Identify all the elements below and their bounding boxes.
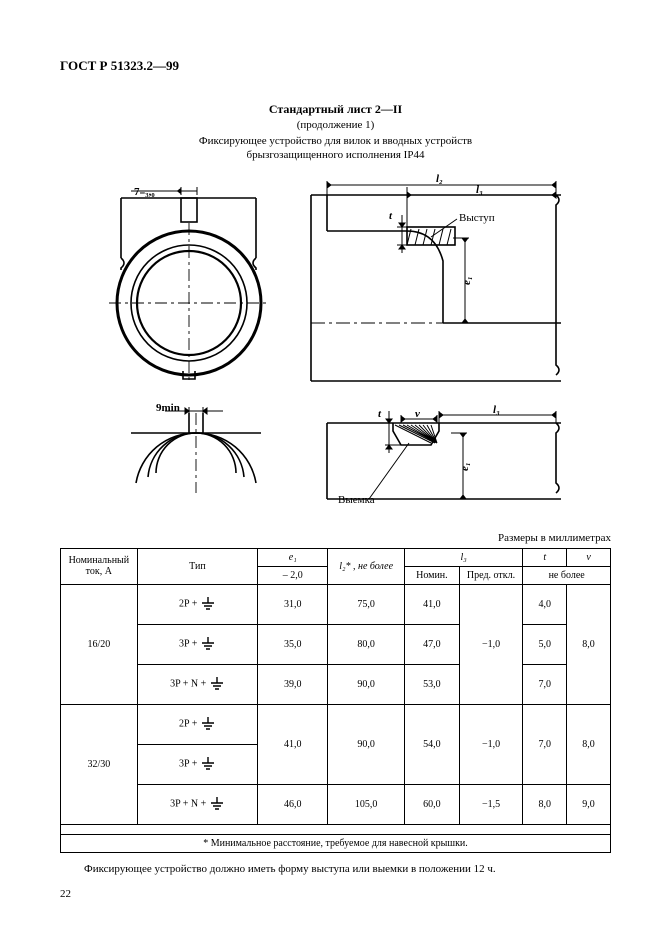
table-row: 3P + 35,0 80,0 47,0 5,0 <box>61 624 611 664</box>
cell-type: 3P + N + <box>137 784 258 824</box>
cell-l3n: 53,0 <box>405 664 460 704</box>
cell-v: 8,0 <box>567 584 611 704</box>
cell-group: 16/20 <box>61 584 138 704</box>
cell-t: 5,0 <box>523 624 567 664</box>
col-v: v <box>567 548 611 566</box>
dim-t-bot-label: t <box>378 408 382 420</box>
cell-e: 41,0 <box>258 704 328 784</box>
col-l2: l₂* , не более <box>328 548 405 584</box>
sheet-title: Стандартный лист 2—II <box>60 102 611 117</box>
cell-l3n: 60,0 <box>405 784 460 824</box>
ground-icon <box>209 797 225 811</box>
col-type: Тип <box>137 548 258 584</box>
col-t: t <box>523 548 567 566</box>
table-row: 32/30 2P + 41,0 90,0 54,0 −1,0 7,0 8,0 <box>61 704 611 744</box>
cell-e: 39,0 <box>258 664 328 704</box>
cell-e: 31,0 <box>258 584 328 624</box>
cell-l2: 80,0 <box>328 624 405 664</box>
cell-l2: 105,0 <box>328 784 405 824</box>
ground-icon <box>200 717 216 731</box>
cell-l3n: 54,0 <box>405 704 460 784</box>
dim-e1-top-label: e₁ <box>461 276 473 285</box>
cell-l3n: 47,0 <box>405 624 460 664</box>
sheet-description: Фиксирующее устройство для вилок и вводн… <box>60 135 611 163</box>
col-l3-tol: Пред. откл. <box>459 566 523 584</box>
ground-icon <box>200 757 216 771</box>
vystup-label: Выступ <box>459 212 495 224</box>
cell-v: 9,0 <box>567 784 611 824</box>
table-footnote: * Минимальное расстояние, требуемое для … <box>61 834 611 852</box>
sheet-subtitle: (продолжение 1) <box>60 119 611 131</box>
ground-icon <box>200 597 216 611</box>
dim-l2-label: l₂ <box>436 173 443 185</box>
col-e1-sub: – 2,0 <box>258 566 328 584</box>
table-footnote-row: * Минимальное расстояние, требуемое для … <box>61 834 611 852</box>
col-tv-sub: не более <box>523 566 611 584</box>
cell-type: 3P + <box>137 624 258 664</box>
col-nominal: Номинальный ток, А <box>61 548 138 584</box>
cell-l2: 90,0 <box>328 664 405 704</box>
units-label: Размеры в миллиметрах <box>60 532 611 544</box>
sheet-desc-line1: Фиксирующее устройство для вилок и вводн… <box>199 135 472 147</box>
table-spacer <box>61 824 611 834</box>
dim-l3-label: l₃ <box>476 184 483 196</box>
col-l3-nom: Номин. <box>405 566 460 584</box>
diagram-svg: 7₋₃,₀ l₂ l₃ Выступ t e₁ 9min t v l₃ e₁ В… <box>101 173 571 513</box>
dim-v-label: v <box>415 408 420 420</box>
dim-t-top-label: t <box>389 210 393 222</box>
table-header-row: Номинальный ток, А Тип e₁ l₂* , не более… <box>61 548 611 566</box>
cell-l3t: −1,0 <box>459 584 523 704</box>
vyemka-label: Выемка <box>338 494 375 506</box>
page: ГОСТ Р 51323.2—99 Стандартный лист 2—II … <box>0 0 661 875</box>
dim-9min-label: 9min <box>156 402 180 414</box>
cell-group: 32/30 <box>61 704 138 824</box>
cell-t: 7,0 <box>523 664 567 704</box>
table-row: 3P + N + 39,0 90,0 53,0 7,0 <box>61 664 611 704</box>
ground-icon <box>200 637 216 651</box>
technical-diagram: 7₋₃,₀ l₂ l₃ Выступ t e₁ 9min t v l₃ e₁ В… <box>101 173 571 518</box>
table-row: 3P + N + 46,0 105,0 60,0 −1,5 8,0 9,0 <box>61 784 611 824</box>
cell-type: 3P + N + <box>137 664 258 704</box>
cell-l2: 75,0 <box>328 584 405 624</box>
col-e1: e₁ <box>258 548 328 566</box>
bottom-note: Фиксирующее устройство должно иметь форм… <box>60 863 611 875</box>
cell-type: 2P + <box>137 704 258 744</box>
cell-type: 2P + <box>137 584 258 624</box>
document-id: ГОСТ Р 51323.2—99 <box>60 58 611 74</box>
cell-l2: 90,0 <box>328 704 405 784</box>
table-row: 16/20 2P + 31,0 75,0 41,0 −1,0 4,0 8,0 <box>61 584 611 624</box>
cell-e: 35,0 <box>258 624 328 664</box>
ground-icon <box>209 677 225 691</box>
cell-v: 8,0 <box>567 704 611 784</box>
cell-type: 3P + <box>137 744 258 784</box>
dim-e1-bot-label: e₁ <box>459 462 471 471</box>
cell-e: 46,0 <box>258 784 328 824</box>
sheet-desc-line2: брызгозащищенного исполнения IP44 <box>247 149 425 161</box>
dimensions-table: Номинальный ток, А Тип e₁ l₂* , не более… <box>60 548 611 853</box>
cell-t: 8,0 <box>523 784 567 824</box>
cell-l3n: 41,0 <box>405 584 460 624</box>
dim-l3-bot-label: l₃ <box>493 404 500 416</box>
col-l3: l₃ <box>405 548 523 566</box>
dim-7-label: 7₋₃,₀ <box>134 186 155 198</box>
cell-l3t: −1,5 <box>459 784 523 824</box>
page-number: 22 <box>60 888 71 900</box>
cell-t: 4,0 <box>523 584 567 624</box>
cell-l3t: −1,0 <box>459 704 523 784</box>
cell-t: 7,0 <box>523 704 567 784</box>
